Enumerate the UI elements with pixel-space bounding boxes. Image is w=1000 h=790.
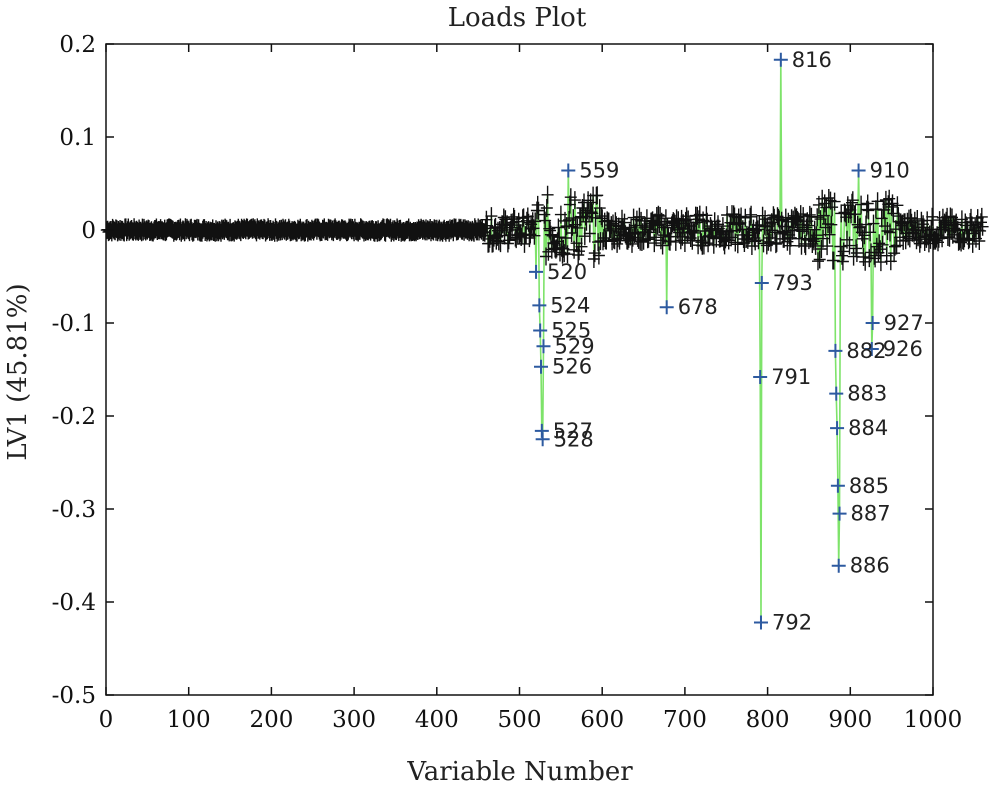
x-tick-label-0: 0: [99, 707, 114, 733]
point-label-526: 526: [552, 355, 592, 379]
point-label-559: 559: [579, 159, 619, 183]
point-marker-792: [753, 615, 768, 630]
point-label-528: 528: [554, 427, 594, 451]
point-label-527: 527: [553, 419, 593, 443]
point-marker-886: [831, 558, 846, 573]
x-tick-label-800: 800: [746, 707, 790, 733]
point-label-791: 791: [771, 365, 811, 389]
point-marker-816: [773, 52, 788, 67]
x-tick-label-600: 600: [580, 707, 624, 733]
point-marker-525: [533, 323, 548, 338]
axis-ticks: 0 100 200 300 400 500 600 700 800 900 10000.20.10-…: [52, 32, 963, 733]
y-tick-label-7: -0.5: [52, 683, 96, 709]
point-label-520: 520: [547, 260, 587, 284]
point-label-910: 910: [870, 159, 910, 183]
point-label-927: 927: [884, 311, 924, 335]
y-tick-label-0: 0.2: [59, 32, 96, 58]
point-marker-926: [864, 342, 879, 357]
point-label-529: 529: [555, 334, 595, 358]
y-tick-label-6: -0.4: [52, 590, 96, 616]
point-label-926: 926: [883, 337, 923, 361]
point-marker-528: [535, 432, 550, 447]
point-label-883: 883: [847, 382, 887, 406]
x-tick-label-500: 500: [498, 707, 542, 733]
y-tick-label-2: 0: [81, 218, 96, 244]
point-marker-927: [865, 316, 880, 330]
point-marker-793: [754, 276, 769, 291]
point-label-525: 525: [551, 318, 591, 342]
point-marker-882: [828, 343, 843, 358]
x-tick-label-400: 400: [415, 707, 459, 733]
x-axis-label: Variable Number: [406, 757, 633, 787]
point-label-887: 887: [851, 502, 891, 526]
point-label-884: 884: [848, 416, 888, 440]
x-tick-label-1000: 1000: [904, 707, 963, 733]
y-tick-label-3: -0.1: [52, 311, 96, 337]
x-tick-label-100: 100: [167, 707, 211, 733]
point-marker-520: [529, 264, 544, 279]
point-label-793: 793: [773, 271, 813, 295]
point-label-816: 816: [792, 48, 832, 72]
point-marker-884: [830, 421, 845, 436]
point-marker-529: [536, 339, 551, 354]
y-tick-label-4: -0.2: [52, 404, 96, 430]
x-tick-label-900: 900: [828, 707, 872, 733]
point-label-885: 885: [849, 474, 889, 498]
point-marker-885: [830, 478, 845, 493]
point-label-886: 886: [850, 554, 890, 578]
y-axis-label: LV1 (45.81%): [3, 283, 33, 460]
x-tick-label-700: 700: [663, 707, 707, 733]
y-tick-label-5: -0.3: [52, 497, 96, 523]
point-marker-526: [534, 359, 549, 374]
y-tick-label-1: 0.1: [59, 125, 96, 151]
x-tick-label-300: 300: [332, 707, 376, 733]
x-tick-label-200: 200: [249, 707, 293, 733]
point-marker-559: [561, 163, 576, 178]
point-label-792: 792: [772, 611, 812, 635]
point-marker-524: [532, 298, 547, 313]
plot-frame: [105, 43, 934, 696]
point-marker-887: [832, 506, 847, 521]
point-marker-883: [829, 386, 844, 401]
point-marker-678: [659, 300, 674, 315]
point-marker-910: [851, 163, 866, 178]
chart-title: Loads Plot: [448, 3, 587, 33]
point-label-524: 524: [550, 293, 590, 317]
point-label-678: 678: [678, 295, 718, 319]
point-label-882: 882: [846, 339, 886, 363]
point-marker-791: [753, 369, 768, 384]
